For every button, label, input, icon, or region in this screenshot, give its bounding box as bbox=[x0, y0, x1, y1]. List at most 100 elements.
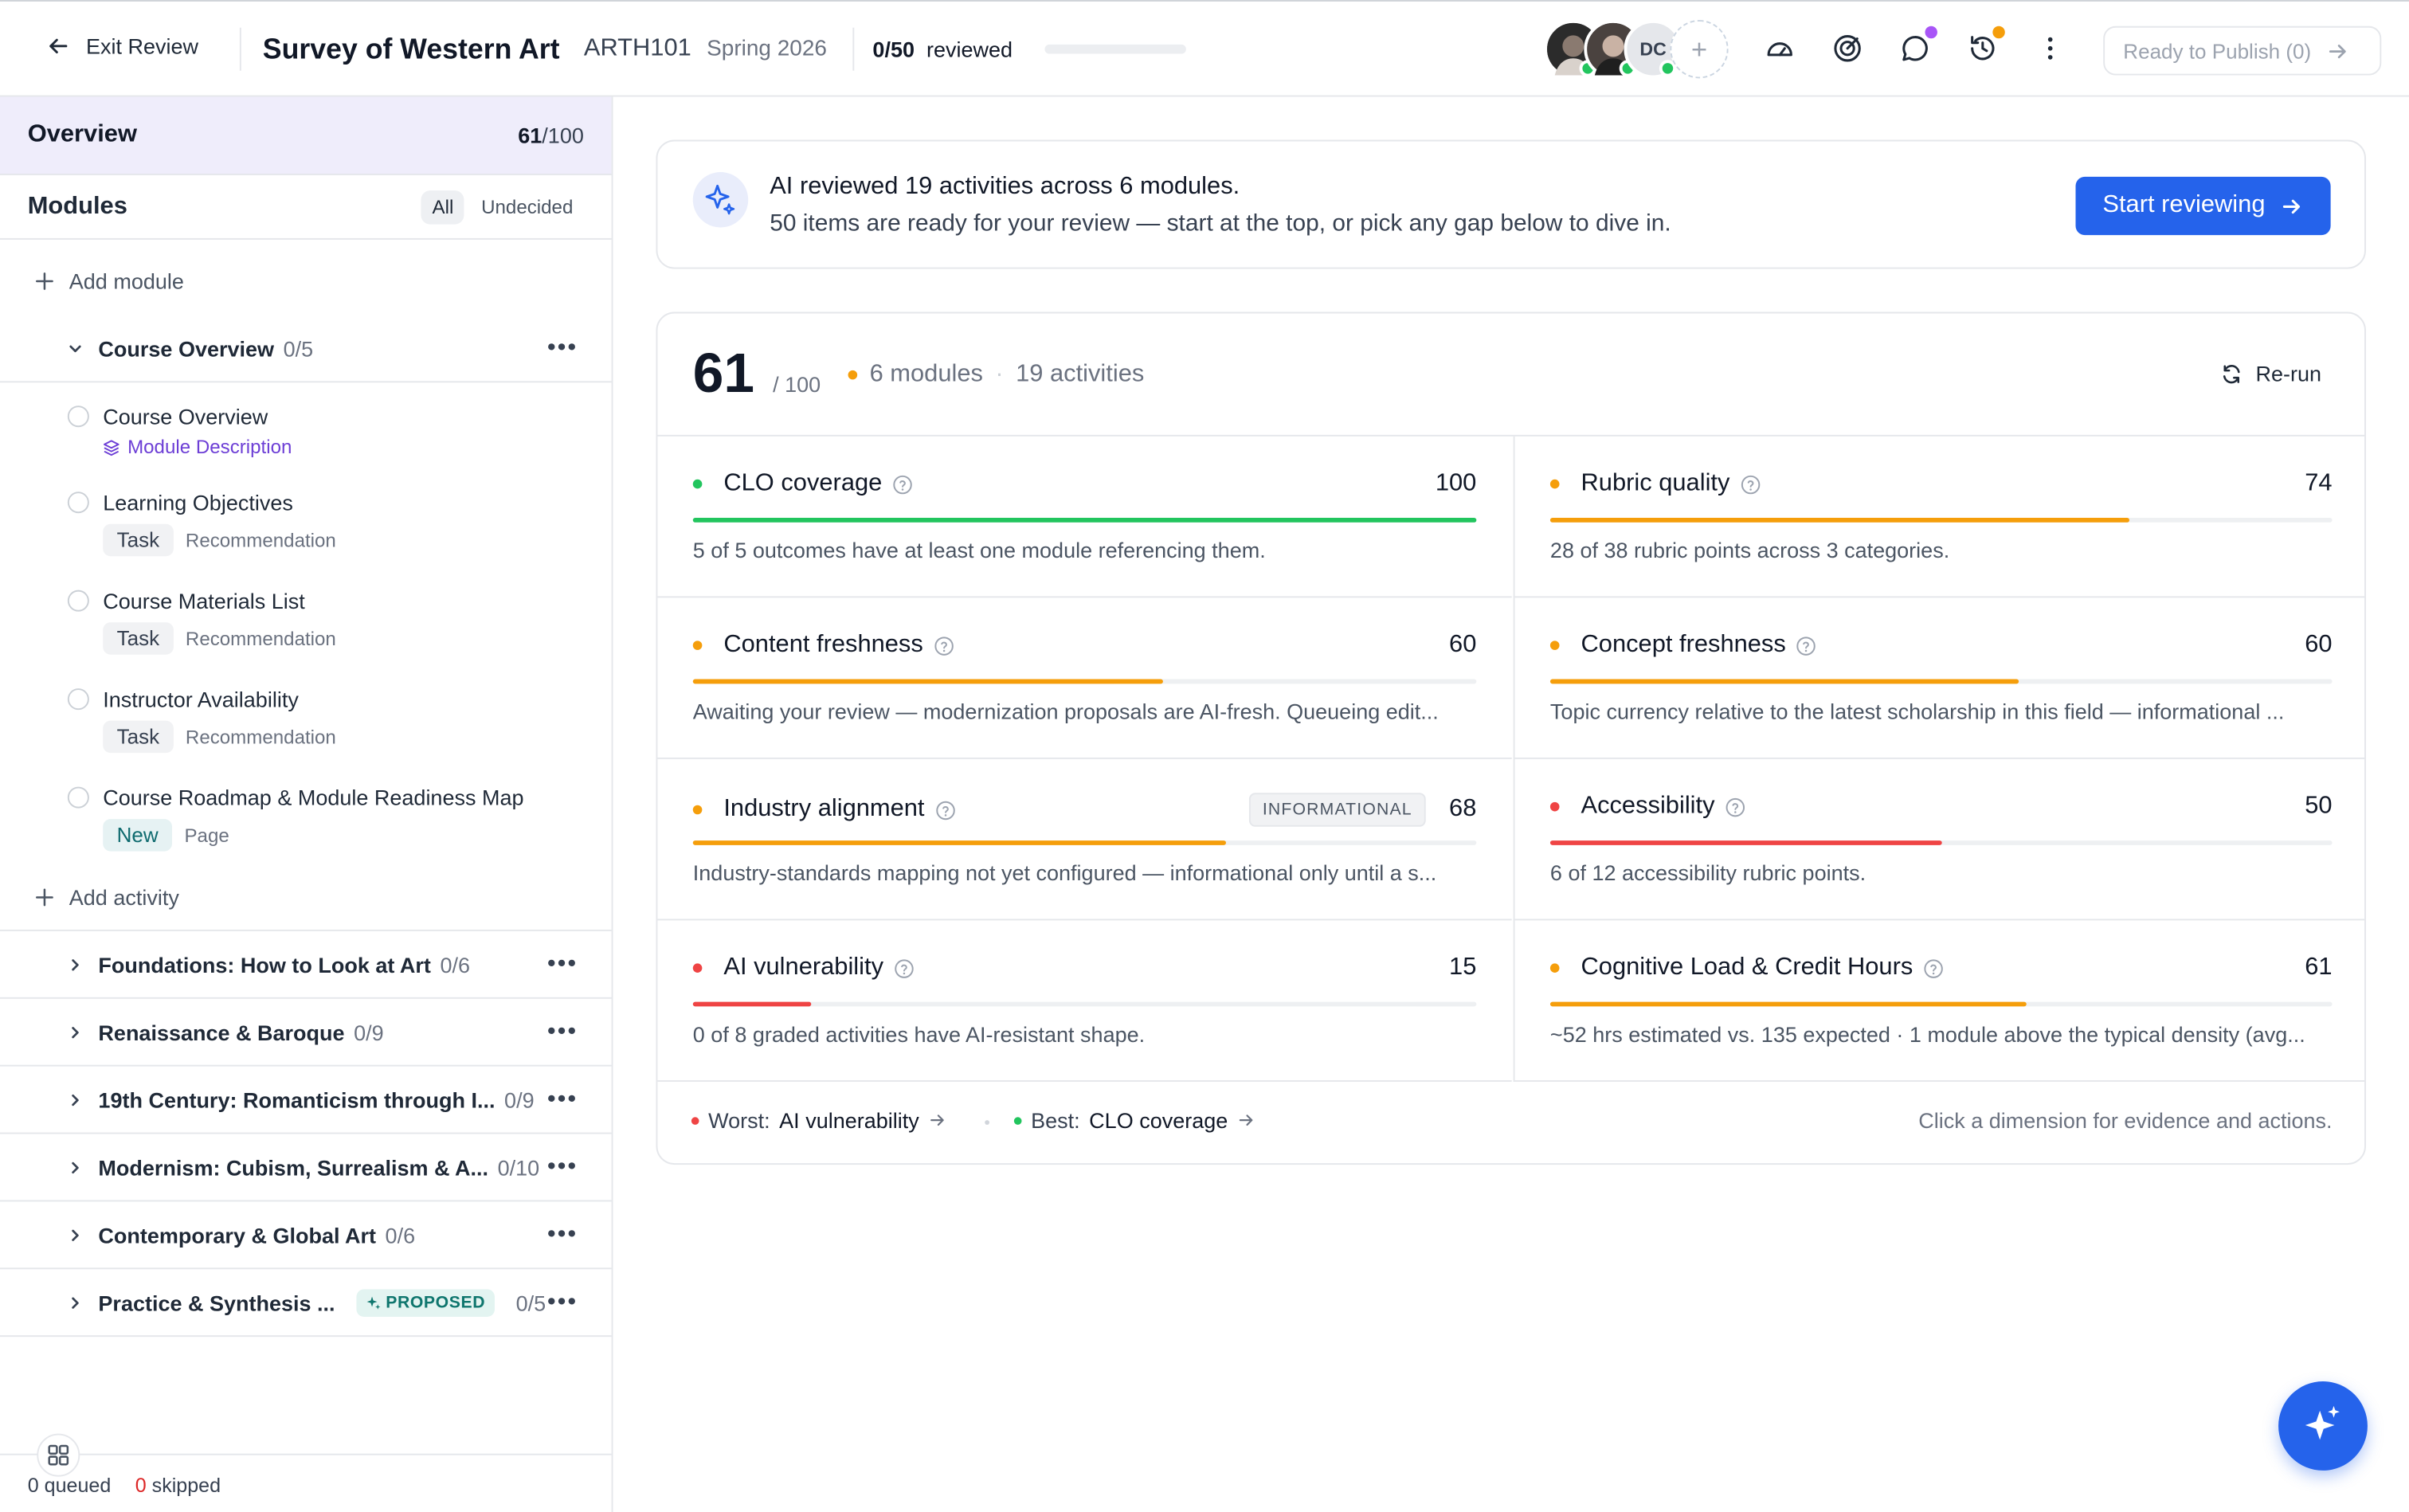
top-header: Exit Review Survey of Western Art ARTH10… bbox=[0, 0, 2409, 97]
grid-view-button[interactable] bbox=[37, 1433, 80, 1477]
history-icon[interactable] bbox=[1967, 25, 2005, 65]
help-icon[interactable] bbox=[934, 636, 954, 656]
dimension-card[interactable]: AI vulnerability 15 0 of 8 graded activiti… bbox=[657, 920, 1512, 1082]
module-count: 0/9 bbox=[504, 1087, 535, 1112]
module-row[interactable]: Foundations: How to Look at Art 0/6 ••• bbox=[0, 931, 612, 999]
worst-value: AI vulnerability bbox=[779, 1107, 919, 1133]
score-meta: 6 modules · 19 activities bbox=[848, 361, 1144, 389]
more-options-icon[interactable]: ••• bbox=[546, 1017, 578, 1044]
sparkle-icon bbox=[2305, 1405, 2340, 1440]
add-module-button[interactable]: Add module bbox=[0, 266, 612, 297]
dimension-card[interactable]: Content freshness 60 Awaiting your review … bbox=[657, 597, 1512, 759]
start-reviewing-button[interactable]: Start reviewing bbox=[2075, 176, 2331, 236]
more-options-icon[interactable]: ••• bbox=[546, 1288, 578, 1315]
activity-item[interactable]: Learning Objectives Task Recommendation bbox=[67, 490, 336, 557]
status-dot bbox=[692, 640, 703, 650]
module-filter: All Undecided bbox=[421, 190, 584, 224]
module-row[interactable]: Modernism: Cubism, Surrealism & A... 0/1… bbox=[0, 1134, 612, 1202]
module-row-course-overview[interactable]: Course Overview 0/5 ••• bbox=[0, 315, 612, 383]
status-circle-icon[interactable] bbox=[67, 688, 89, 711]
module-name: 19th Century: Romanticism through I... bbox=[98, 1087, 496, 1112]
best-value: CLO coverage bbox=[1089, 1107, 1228, 1133]
dimension-header: Concept freshness 60 bbox=[1549, 631, 2333, 660]
dimension-progress-bar bbox=[692, 840, 1477, 845]
queued-status: 0 queued bbox=[28, 1474, 112, 1497]
filter-all[interactable]: All bbox=[421, 190, 464, 224]
ai-assistant-button[interactable] bbox=[2278, 1381, 2368, 1471]
dimension-card[interactable]: Concept freshness 60 Topic currency relati… bbox=[1513, 597, 2365, 759]
status-dot bbox=[1549, 479, 1560, 489]
add-activity-label: Add activity bbox=[69, 885, 179, 910]
target-icon[interactable] bbox=[1831, 33, 1864, 65]
dimension-header: Content freshness 60 bbox=[692, 631, 1476, 660]
dimension-progress-fill bbox=[1549, 840, 1941, 845]
help-icon[interactable] bbox=[1796, 636, 1816, 656]
notification-dot bbox=[1925, 25, 1937, 39]
help-icon[interactable] bbox=[1741, 474, 1761, 494]
activity-item[interactable]: Instructor Availability Task Recommendati… bbox=[67, 687, 336, 754]
chevron-down-icon bbox=[68, 340, 83, 355]
status-circle-icon[interactable] bbox=[67, 786, 89, 809]
dimension-grid: CLO coverage 100 5 of 5 outcomes have at l… bbox=[657, 434, 2365, 1082]
more-icon[interactable] bbox=[2034, 33, 2066, 65]
more-options-icon[interactable]: ••• bbox=[546, 1153, 578, 1180]
help-icon[interactable] bbox=[1924, 958, 1944, 978]
module-name: Foundations: How to Look at Art bbox=[98, 951, 431, 977]
activity-item[interactable]: Course Materials List Task Recommendation bbox=[67, 589, 336, 655]
dimension-card[interactable]: Rubric quality 74 28 of 38 rubric points a… bbox=[1513, 436, 2365, 598]
status-circle-icon[interactable] bbox=[67, 405, 89, 428]
status-circle-icon[interactable] bbox=[67, 492, 89, 514]
more-options-icon[interactable]: ••• bbox=[546, 950, 578, 977]
arrow-left-icon bbox=[46, 33, 71, 58]
reviewed-status: 0/50 reviewed bbox=[872, 37, 1013, 61]
dashboard-icon[interactable] bbox=[1764, 33, 1796, 65]
chevron-right-icon bbox=[68, 1024, 83, 1040]
activity-item[interactable]: Course Overview Module Description bbox=[67, 404, 292, 458]
dimension-progress-bar bbox=[1549, 518, 2333, 523]
rerun-button[interactable]: Re-run bbox=[2220, 361, 2321, 386]
dimension-card[interactable]: Accessibility 50 6 of 12 accessibility rub… bbox=[1513, 758, 2365, 921]
chevron-right-icon bbox=[68, 1295, 83, 1310]
filter-undecided[interactable]: Undecided bbox=[481, 195, 574, 217]
proposed-badge-label: PROPOSED bbox=[386, 1293, 486, 1312]
module-row[interactable]: Contemporary & Global Art 0/6 ••• bbox=[0, 1201, 612, 1270]
help-icon[interactable] bbox=[1725, 797, 1745, 817]
module-row[interactable]: 19th Century: Romanticism through I... 0… bbox=[0, 1067, 612, 1134]
overview-score: 61/100 bbox=[518, 123, 584, 147]
score-out-of: / 100 bbox=[773, 371, 821, 397]
more-options-icon[interactable]: ••• bbox=[546, 334, 578, 361]
ready-to-publish-button[interactable]: Ready to Publish (0) bbox=[2103, 25, 2382, 76]
status-circle-icon[interactable] bbox=[67, 590, 89, 612]
more-options-icon[interactable]: ••• bbox=[546, 1220, 578, 1248]
help-icon[interactable] bbox=[895, 958, 915, 978]
dimension-card[interactable]: CLO coverage 100 5 of 5 outcomes have at l… bbox=[657, 437, 1512, 598]
meta-separator: · bbox=[995, 361, 1004, 388]
add-collaborator-button[interactable]: + bbox=[1670, 20, 1729, 79]
module-row[interactable]: Practice & Synthesis ... PROPOSED 0/5 ••… bbox=[0, 1269, 612, 1338]
exit-review-button[interactable]: Exit Review bbox=[46, 33, 198, 58]
module-description-link[interactable]: Module Description bbox=[103, 437, 292, 458]
arrow-right-icon bbox=[2326, 39, 2349, 62]
dimension-name: Content freshness bbox=[723, 631, 923, 658]
dimension-score: 60 bbox=[2305, 631, 2333, 658]
activity-subtype: Page bbox=[184, 824, 229, 846]
comment-icon[interactable] bbox=[1899, 25, 1937, 65]
banner-subtitle: 50 items are ready for your review — sta… bbox=[770, 210, 1671, 237]
best-dimension-link[interactable]: Best: CLO coverage bbox=[1013, 1107, 1255, 1133]
more-options-icon[interactable]: ••• bbox=[546, 1085, 578, 1112]
overview-label: Overview bbox=[27, 121, 137, 148]
dimension-card[interactable]: Cognitive Load & Credit Hours 61 ~52 hrs e… bbox=[1513, 920, 2365, 1082]
dimension-header: Cognitive Load & Credit Hours 61 bbox=[1549, 954, 2333, 982]
dimension-card[interactable]: Industry alignment INFORMATIONAL 68 Industr… bbox=[657, 759, 1512, 921]
help-icon[interactable] bbox=[893, 474, 913, 494]
add-activity-button[interactable]: Add activity bbox=[0, 882, 612, 913]
plus-icon: + bbox=[1690, 33, 1708, 65]
help-icon[interactable] bbox=[935, 800, 955, 820]
dimension-description: 6 of 12 accessibility rubric points. bbox=[1549, 860, 1866, 886]
activity-item[interactable]: Course Roadmap & Module Readiness Map Ne… bbox=[67, 785, 524, 852]
sidebar-overview[interactable]: Overview 61/100 bbox=[0, 96, 612, 175]
worst-dimension-link[interactable]: Worst: AI vulnerability bbox=[691, 1108, 947, 1133]
module-row[interactable]: Renaissance & Baroque 0/9 ••• bbox=[0, 999, 612, 1067]
banner-title: AI reviewed 19 activities across 6 modul… bbox=[770, 173, 1240, 200]
status-dot bbox=[1549, 963, 1560, 973]
